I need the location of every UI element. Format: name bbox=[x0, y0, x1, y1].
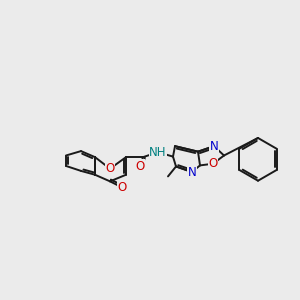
Text: O: O bbox=[117, 181, 127, 194]
Text: O: O bbox=[135, 160, 145, 173]
Text: NH: NH bbox=[149, 146, 167, 159]
Text: N: N bbox=[188, 166, 196, 178]
Text: O: O bbox=[208, 157, 217, 170]
Text: O: O bbox=[105, 162, 115, 175]
Text: N: N bbox=[210, 140, 218, 153]
